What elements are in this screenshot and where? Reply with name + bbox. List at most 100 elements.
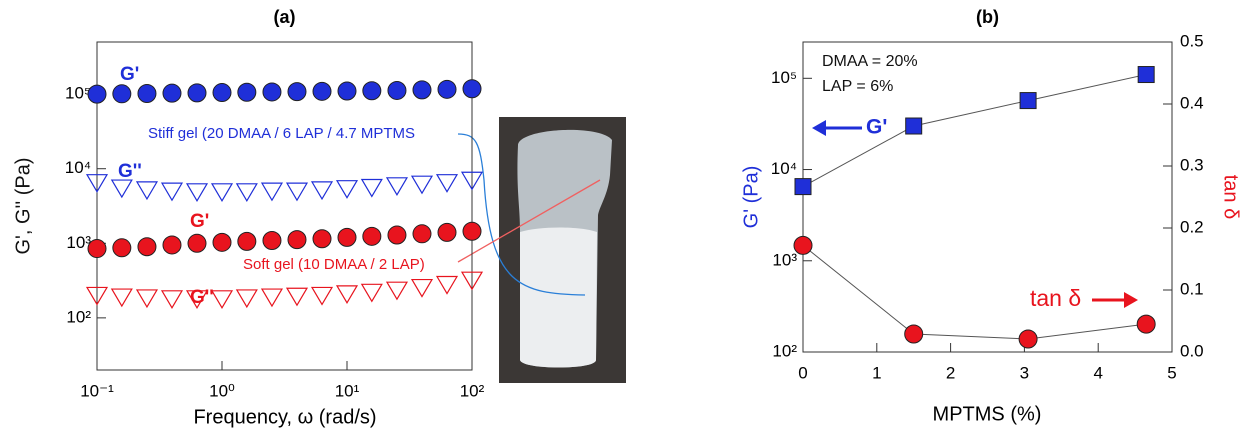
y-tick-label: 10⁵ [771,68,797,87]
data-point [385,177,409,196]
data-point [87,84,107,104]
data-point [462,221,482,241]
data-point [237,82,257,102]
annotation: LAP = 6% [822,78,893,95]
data-point [460,271,484,291]
data-point [337,227,357,247]
x-tick-label: 10² [460,381,485,400]
annotation: G'' [118,161,142,182]
x-tick-label: 10⁰ [209,381,235,400]
x-tick-label: 4 [1093,363,1102,382]
x-tick-label: 3 [1020,363,1029,382]
data-point [310,181,334,201]
x-tick-label: 10¹ [335,381,360,400]
data-point [237,231,257,251]
y2-tick-label: 0.3 [1180,155,1204,174]
data-point [412,224,432,244]
data-point [137,83,157,103]
annotation: G' [866,116,887,139]
data-point [235,289,258,309]
data-point [260,288,284,308]
data-point [335,180,359,199]
annotation: G' [120,64,139,85]
data-point [794,178,812,196]
y-tick-label: 10⁴ [65,158,91,177]
data-point [287,82,307,102]
y2-tick-label: 0.0 [1180,341,1204,360]
data-point [904,324,924,344]
data-point [262,230,282,250]
data-point [362,81,382,101]
y-tick-label: 10² [772,341,797,360]
annotation: DMAA = 20% [822,53,918,70]
data-point [360,283,383,303]
x-tick-label: 5 [1167,363,1176,382]
data-point [793,235,813,255]
data-point [110,179,133,199]
data-point [162,235,182,255]
data-point [160,182,184,202]
data-point [312,81,332,101]
data-point [410,175,434,195]
y-tick-label: 10³ [772,250,797,269]
data-point [337,81,357,101]
data-point [262,82,282,102]
data-point [210,290,234,310]
y-tick-label: 10³ [66,233,91,252]
data-point [287,230,307,250]
y2-axis-label: tan δ [1220,175,1242,220]
arrow [812,120,862,136]
data-point [310,286,334,306]
data-point [212,83,232,103]
data-point [437,222,457,242]
data-point [435,275,459,295]
y2-tick-label: 0.4 [1180,93,1204,112]
data-point [212,232,232,252]
annotation: Stiff gel (20 DMAA / 6 LAP / 4.7 MPTMS [148,125,415,142]
y-tick-label: 10⁴ [771,159,797,178]
data-point [387,225,407,245]
plot-frame [96,41,473,371]
data-point [312,229,332,249]
data-point [1136,314,1156,334]
data-point [85,174,109,193]
y2-tick-label: 0.2 [1180,217,1204,236]
data-point [385,281,409,301]
data-point [110,288,133,308]
y2-tick-label: 0.5 [1180,31,1204,50]
data-point [210,183,234,202]
data-point [462,79,482,99]
data-point [437,79,457,99]
x-tick-label: 10⁻¹ [80,381,114,400]
plot-frame [802,41,1173,353]
data-point [187,233,207,253]
callout-line [457,179,601,263]
data-point [285,287,309,307]
data-point [162,83,182,103]
x-tick-label: 0 [798,363,807,382]
data-point [335,285,359,305]
data-point [85,286,109,306]
data-point [1019,92,1037,110]
y-axis-label: G', G'' (Pa) [12,157,34,254]
series-line [802,244,1147,340]
annotation: tan δ [1030,285,1081,311]
gel-body [520,227,597,368]
annotation: G' [190,211,209,232]
data-point [87,239,107,259]
chart-title: (b) [976,7,999,27]
x-tick-label: 2 [946,363,955,382]
y2-tick-label: 0.1 [1180,279,1204,298]
chart-title: (a) [274,7,296,27]
annotation: G'' [190,287,214,308]
data-point [460,171,484,191]
data-point [285,182,309,202]
y-tick-label: 10² [66,307,91,326]
data-point [412,80,432,100]
gel-photo [499,117,626,383]
data-point [387,80,407,100]
y-axis-label: G' (Pa) [740,166,762,229]
data-point [260,182,284,202]
data-point [1018,329,1038,349]
